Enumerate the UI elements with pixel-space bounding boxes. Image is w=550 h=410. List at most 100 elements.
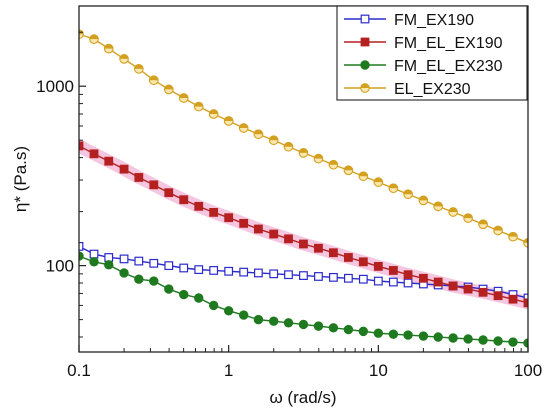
data-point [268,135,279,146]
data-point [89,257,99,267]
data-point [179,195,189,205]
data-point [388,329,399,339]
data-point [79,241,84,251]
legend-label: FM_EL_EX230 [394,58,503,75]
data-point [463,334,473,344]
data-point [344,273,353,283]
data-point [299,271,308,280]
data-point [329,248,338,258]
data-point [523,338,528,348]
data-point [523,237,528,248]
data-point [358,274,368,284]
data-point [134,173,144,182]
data-point [508,231,518,242]
series-layer [79,29,528,348]
x-tick-label: 10 [369,361,388,380]
data-point [194,201,204,211]
data-point [403,270,413,280]
legend-marker [360,83,370,93]
legend-item: FM_EL_EX190 [344,35,503,52]
legend-item: FM_EL_EX230 [344,58,503,75]
x-tick-label: 0.1 [67,361,91,380]
data-point [79,251,84,261]
data-point [253,268,263,278]
data-point [253,224,263,234]
plot-frame [78,5,529,353]
data-point [193,101,204,112]
data-point [284,270,293,280]
data-point [79,141,84,151]
data-point [194,293,204,303]
legend-item: FM_EX190 [344,12,474,29]
data-point [134,256,144,266]
data-point [253,129,264,140]
data-point [209,207,219,217]
data-point [478,287,488,297]
data-point [493,225,503,236]
data-point [194,265,204,275]
data-point [403,189,413,200]
data-point [149,258,159,268]
data-point [373,328,384,338]
y-tick-label: 100 [46,257,74,276]
data-point [314,243,323,253]
y-tick-label: 1000 [36,77,74,96]
data-point [478,335,488,345]
axes-layer: 0.1 1 10 100 100 1000 [36,31,542,380]
data-point [358,326,369,337]
data-point [344,253,353,262]
data-point [314,272,323,281]
data-point [403,330,413,340]
data-point [328,159,339,170]
data-point [223,306,234,316]
data-point [283,318,294,328]
data-point [119,268,129,278]
data-point [104,156,114,166]
data-point [373,177,384,187]
series-EL_EX230 [79,29,528,248]
data-point [164,284,174,294]
data-point [269,316,279,326]
data-point [163,84,174,95]
data-point [493,291,503,301]
data-point [104,260,114,270]
data-point [224,213,234,223]
data-point [523,298,528,308]
data-point [239,218,249,228]
data-point [418,195,429,206]
data-point [283,141,294,152]
data-point [89,249,99,259]
data-point [89,149,99,159]
data-point [299,239,308,249]
legend-label: FM_EL_EX190 [394,35,503,52]
series-FM_EL_EX190 [79,141,528,308]
data-point [269,229,279,239]
data-point [313,153,324,164]
data-point [134,274,144,284]
data-point [239,267,249,277]
data-point [329,272,338,282]
data-point [328,323,339,333]
legend-label: FM_EX190 [394,12,474,29]
x-tick-label: 100 [514,361,542,380]
data-point [418,331,429,341]
data-point [433,332,443,342]
data-point [358,171,369,182]
data-point [149,180,159,190]
data-point [523,293,528,303]
data-point [253,314,264,325]
data-point [119,164,129,174]
legend-marker [360,14,370,24]
data-point [478,219,488,230]
data-point [448,207,458,217]
y-axis-title: η* (Pa.s) [11,146,30,212]
x-tick-label: 1 [224,361,233,380]
data-point [463,284,473,294]
legend: FM_EX190 FM_EL_EX190 FM_EL_EX230 EL_EX230 [336,5,528,101]
data-point [238,310,249,320]
series-line [79,255,528,344]
data-point [433,277,443,287]
data-point [164,261,174,271]
legend-marker [360,37,370,47]
